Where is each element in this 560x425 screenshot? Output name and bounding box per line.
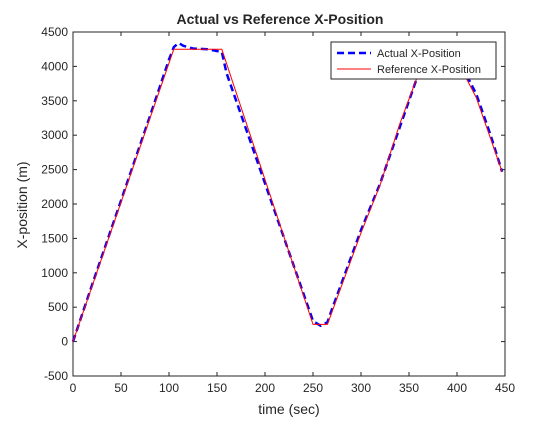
y-tick-label: 4500: [41, 25, 68, 39]
y-axis-label: X-position (m): [14, 161, 30, 248]
y-tick-label: 2500: [41, 163, 68, 177]
y-tick-label: 3000: [41, 128, 68, 142]
plot-frame: [72, 31, 506, 377]
x-tick-label: 350: [399, 381, 419, 395]
legend: Actual X-Position Reference X-Position: [330, 41, 497, 80]
y-tick-label: 2000: [41, 197, 68, 211]
x-tick-label: 200: [255, 381, 275, 395]
x-tick-label: 450: [495, 381, 515, 395]
x-tick-label: 400: [447, 381, 467, 395]
x-axis-label: time (sec): [258, 401, 319, 417]
x-tick-label: 300: [351, 381, 371, 395]
y-tick-label: 0: [61, 335, 68, 349]
y-tick-label: 500: [48, 300, 68, 314]
y-tick-label: 1500: [41, 231, 68, 245]
y-tick-label: 4000: [41, 59, 68, 73]
x-tick-label: 50: [114, 381, 128, 395]
x-tick-label: 100: [159, 381, 179, 395]
legend-box: [330, 41, 497, 80]
axis-ticks: 0 50 100 150 200 250 300 350 400 450-500050010001…: [41, 25, 515, 395]
legend-label: Actual X-Position: [377, 48, 461, 60]
legend-label: Reference X-Position: [377, 64, 481, 76]
plot-area: [72, 31, 506, 377]
x-tick-label: 0: [70, 381, 77, 395]
y-tick-label: 3500: [41, 94, 68, 108]
y-tick-label: -500: [44, 369, 68, 383]
actual-position-line: [71, 41, 504, 342]
chart-title: Actual vs Reference X-Position: [177, 11, 384, 27]
y-tick-label: 1000: [41, 266, 68, 280]
x-tick-label: 150: [207, 381, 227, 395]
x-tick-label: 250: [303, 381, 323, 395]
